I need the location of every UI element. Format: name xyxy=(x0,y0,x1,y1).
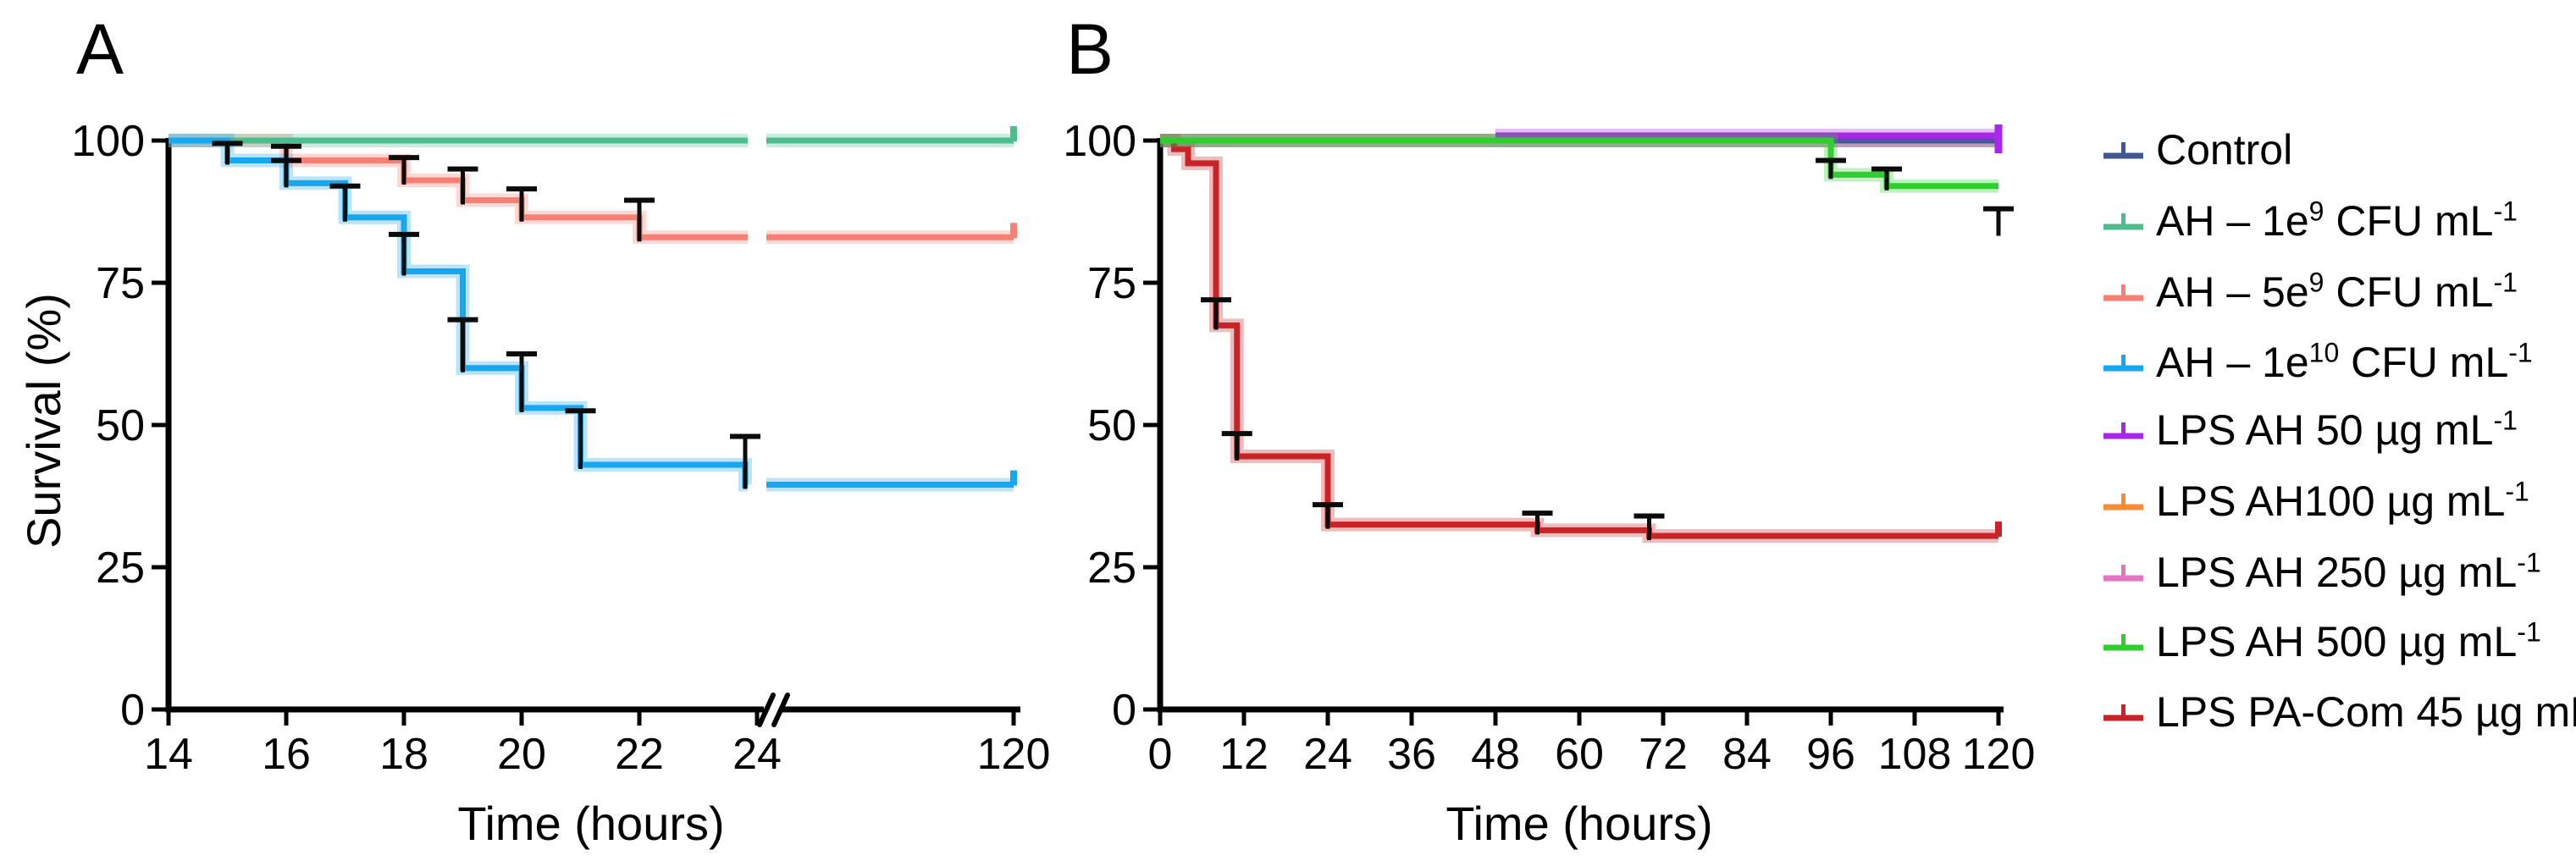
y-tick-label: 50 xyxy=(96,401,145,450)
y-tick-label: 75 xyxy=(96,259,145,308)
x-tick-label: 24 xyxy=(1303,730,1352,779)
legend-marker-icon-lps-pa-com-45 xyxy=(2103,704,2143,721)
x-tick-label: 48 xyxy=(1471,730,1520,779)
panel-a-x-axis-title: Time (hours) xyxy=(457,797,725,850)
x-tick-label: 20 xyxy=(497,730,546,779)
error-bar-ah-1e10 xyxy=(329,183,361,222)
x-tick-label: 22 xyxy=(615,730,664,779)
legend-label-lps-ah-50: LPS AH 50 µg mL-1 xyxy=(2156,405,2518,454)
y-axis-title: Survival (%) xyxy=(17,293,70,549)
axis-break-mark xyxy=(757,693,776,727)
error-bar-lps-pa-com-45 xyxy=(1522,511,1553,535)
legend-item-lps-ah-500: LPS AH 500 µg mL-1 xyxy=(2102,618,2541,665)
error-bar-ah-1e10 xyxy=(271,157,301,188)
axis-break-mark xyxy=(771,693,790,727)
legend-item-control: Control xyxy=(2102,126,2292,174)
legend-item-lps-ah-100: LPS AH100 µg mL-1 xyxy=(2102,477,2529,525)
legend-label-ah-5e9: AH – 5e9 CFU mL-1 xyxy=(2156,267,2518,316)
x-tick-label: 36 xyxy=(1387,730,1436,779)
error-bar-ah-5e9 xyxy=(624,197,655,242)
legend-label-control: Control xyxy=(2156,126,2293,174)
x-tick-label: 120 xyxy=(977,730,1051,779)
error-bar-lps-pa-com-45 xyxy=(1313,502,1343,529)
x-tick-label: 108 xyxy=(1878,730,1952,779)
legend-marker-icon-ah-1e10 xyxy=(2103,355,2143,372)
error-bar-lps-ah-500 xyxy=(1871,166,1902,190)
legend-label-lps-ah-500: LPS AH 500 µg mL-1 xyxy=(2156,616,2541,665)
panel-b-chart: 0 25 50 75 100 0 12 24 36 48 60 72 84 96 108 120 xyxy=(1063,117,2035,779)
legend-label-lps-ah-250: LPS AH 250 µg mL-1 xyxy=(2156,547,2541,596)
error-bar-ah-1e10 xyxy=(506,351,537,412)
error-bar-ah-1e10 xyxy=(389,231,419,276)
legend-marker-icon-lps-ah-100 xyxy=(2103,494,2143,511)
legend-item-lps-ah-250: LPS AH 250 µg mL-1 xyxy=(2102,549,2541,596)
y-tick-label: 50 xyxy=(1087,401,1136,450)
legend-marker-icon-lps-ah-500 xyxy=(2103,634,2143,651)
x-tick-label: 0 xyxy=(1148,730,1173,779)
panel-a-letter: A xyxy=(76,9,124,89)
error-bar-lps-ah-500 xyxy=(1983,206,2014,236)
legend-marker-icon-control xyxy=(2103,142,2143,159)
legend-item-ah-1e10: AH – 1e10 CFU mL-1 xyxy=(2102,339,2533,386)
x-tick-label: 14 xyxy=(144,730,193,779)
panel-a-chart: 0 25 50 75 100 14 16 18 20 22 24 120 xyxy=(71,117,1050,779)
x-tick-label: 96 xyxy=(1806,730,1855,779)
curve-lps-pa-com-45 xyxy=(1160,134,2002,544)
error-bar-ah-5e9 xyxy=(447,166,478,205)
error-bar-ah-1e10 xyxy=(447,317,478,373)
curve-ah-1e9 xyxy=(169,126,1017,147)
panel-b-x-axis-title: Time (hours) xyxy=(1446,797,1713,850)
x-tick-label: 18 xyxy=(379,730,428,779)
x-tick-label: 60 xyxy=(1555,730,1604,779)
error-bar-ah-1e10 xyxy=(730,433,760,489)
error-bar-lps-pa-com-45 xyxy=(1201,297,1231,330)
legend-label-ah-1e10: AH – 1e10 CFU mL-1 xyxy=(2156,337,2533,386)
legend-item-ah-5e9: AH – 5e9 CFU mL-1 xyxy=(2102,268,2518,316)
legend-marker-icon-lps-ah-50 xyxy=(2103,422,2143,439)
y-tick-label: 0 xyxy=(1112,686,1136,735)
x-tick-label: 24 xyxy=(732,730,782,779)
error-bar-lps-pa-com-45 xyxy=(1221,431,1252,461)
curve-ah-1e10 xyxy=(169,134,1017,492)
error-bar-ah-1e10 xyxy=(212,141,243,165)
error-bar-ah-5e9 xyxy=(389,155,419,185)
legend-marker-icon-ah-1e9 xyxy=(2103,213,2143,230)
legend-label-ah-1e9: AH – 1e9 CFU mL-1 xyxy=(2156,196,2518,245)
error-bar-ah-5e9 xyxy=(506,186,537,222)
x-tick-label: 16 xyxy=(262,730,311,779)
curve-lps-ah-500 xyxy=(1160,134,1998,193)
y-tick-label: 25 xyxy=(1087,544,1136,593)
y-tick-label: 100 xyxy=(1063,117,1136,166)
error-bar-lps-ah-500 xyxy=(1816,157,1846,179)
y-tick-label: 100 xyxy=(71,117,145,166)
x-tick-label: 12 xyxy=(1219,730,1269,779)
x-tick-label: 84 xyxy=(1722,730,1772,779)
error-bar-ah-1e10 xyxy=(565,408,596,470)
legend-marker-icon-lps-ah-250 xyxy=(2103,565,2143,582)
legend-item-ah-1e9: AH – 1e9 CFU mL-1 xyxy=(2102,197,2518,245)
legend-marker-icon-ah-5e9 xyxy=(2103,284,2143,301)
panel-b-letter: B xyxy=(1066,9,1114,89)
y-tick-label: 0 xyxy=(120,686,145,735)
x-tick-label: 120 xyxy=(1962,730,2036,779)
curve-lps-ah-50 xyxy=(1495,124,2003,153)
error-bar-lps-pa-com-45 xyxy=(1633,513,1665,541)
legend-item-lps-pa-com-45: LPS PA-Com 45 µg mL-1 xyxy=(2102,688,2576,736)
y-tick-label: 25 xyxy=(96,544,145,593)
legend-item-lps-ah-50: LPS AH 50 µg mL-1 xyxy=(2102,406,2518,454)
legend-label-lps-pa-com-45: LPS PA-Com 45 µg mL-1 xyxy=(2156,688,2576,736)
x-tick-label: 72 xyxy=(1639,730,1688,779)
y-tick-label: 75 xyxy=(1087,259,1136,308)
legend-label-lps-ah-100: LPS AH100 µg mL-1 xyxy=(2156,476,2529,525)
